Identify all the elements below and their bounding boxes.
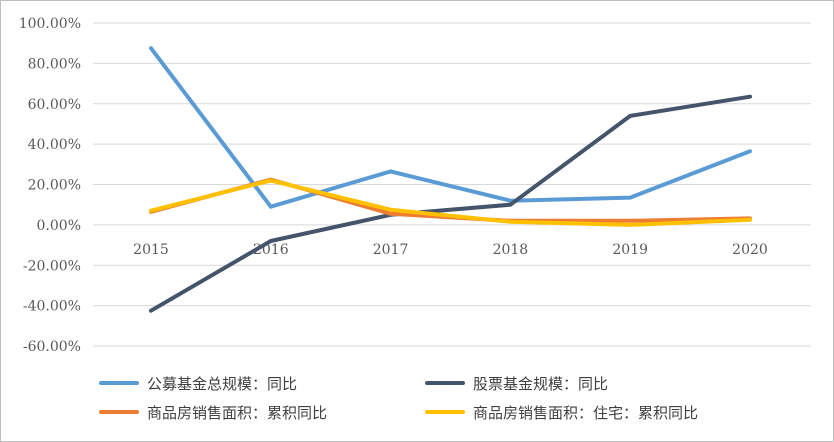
y-tick-label: -40.00% (23, 299, 81, 315)
legend-label-2: 股票基金规模：同比 (473, 375, 608, 393)
y-tick-label: -60.00% (23, 339, 81, 355)
y-tick-label: 100.00% (19, 16, 81, 32)
series-line-1 (149, 46, 752, 209)
x-tick-label: 2019 (612, 242, 648, 258)
y-tick-label: 40.00% (28, 137, 81, 153)
y-tick-label: 20.00% (28, 178, 81, 194)
series-line-2 (149, 94, 752, 313)
y-tick-label: 0.00% (37, 218, 81, 234)
legend-label-3: 商品房销售面积：累积同比 (147, 404, 327, 422)
x-tick-label: 2015 (133, 242, 169, 258)
series-line-4 (149, 178, 752, 227)
x-tick-label: 2018 (493, 242, 529, 258)
y-tick-label: 80.00% (28, 56, 81, 72)
y-tick-label: -20.00% (23, 258, 81, 274)
x-axis-ticks: 2015 2016 2017 2018 2019 2020 (133, 242, 768, 258)
y-tick-label: 60.00% (28, 97, 81, 113)
y-axis-ticks: -60.00% -40.00% -20.00% 0.00% 20.00% 40.00% 60… (19, 16, 81, 355)
legend-label-1: 公募基金总规模：同比 (147, 375, 297, 393)
series-lines (149, 46, 752, 313)
x-tick-label: 2017 (373, 242, 409, 258)
legend-label-4: 商品房销售面积：住宅：累积同比 (473, 404, 698, 422)
x-tick-label: 2020 (732, 242, 768, 258)
